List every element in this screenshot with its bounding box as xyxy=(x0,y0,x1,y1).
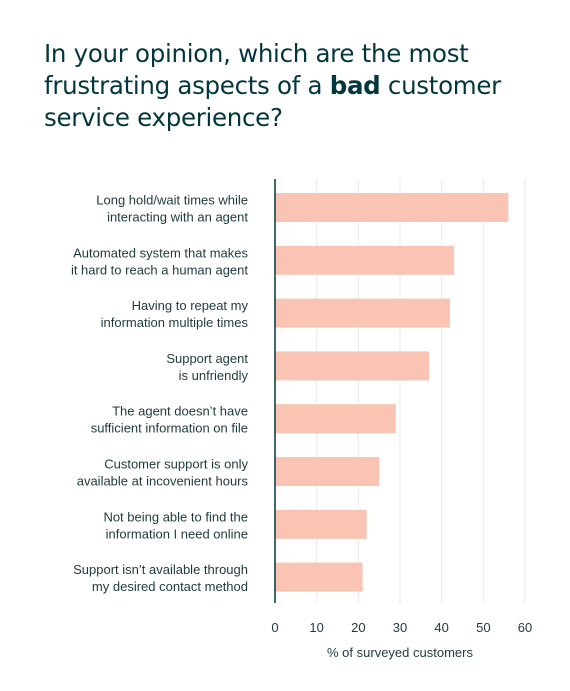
category-label-6: Not being able to find the information I … xyxy=(103,509,248,541)
bar-6 xyxy=(275,509,367,539)
bars xyxy=(275,193,509,592)
tick-label-0: 0 xyxy=(271,620,278,635)
category-labels: Long hold/wait times while interacting wi… xyxy=(71,193,249,595)
tick-label-10: 10 xyxy=(309,620,323,635)
category-label-3: Support agent is unfriendly xyxy=(166,351,248,383)
gridlines xyxy=(316,179,526,603)
bar-4 xyxy=(275,404,396,434)
bar-0 xyxy=(275,193,509,222)
category-label-2: Having to repeat my information multiple … xyxy=(101,298,249,330)
bar-1 xyxy=(275,245,455,275)
title-emphasis: bad xyxy=(329,71,381,100)
title-text-end: customer service experience? xyxy=(44,71,501,132)
bar-7 xyxy=(275,562,363,592)
x-axis-label: % of surveyed customers xyxy=(327,645,473,660)
category-label-4: The agent doesn’t have sufficient informa… xyxy=(91,404,248,436)
chart-title: In your opinion, which are the most frus… xyxy=(44,38,544,134)
category-label-7: Support isn’t available through my desire… xyxy=(73,562,248,594)
bar-3 xyxy=(275,351,430,381)
x-tick-labels: 0 10 20 30 40 50 60 xyxy=(271,620,532,635)
title-text-start: In your opinion, which are the most frus… xyxy=(44,39,469,100)
tick-label-20: 20 xyxy=(351,620,365,635)
bar-5 xyxy=(275,457,380,486)
tick-label-60: 60 xyxy=(518,620,532,635)
category-label-1: Automated system that makes it hard to re… xyxy=(71,245,249,277)
category-label-0: Long hold/wait times while interacting wi… xyxy=(96,193,248,225)
category-label-5: Customer support is only available at inc… xyxy=(77,457,249,489)
tick-label-50: 50 xyxy=(476,620,490,635)
tick-label-40: 40 xyxy=(434,620,448,635)
tick-label-30: 30 xyxy=(393,620,407,635)
bar-2 xyxy=(275,298,450,328)
